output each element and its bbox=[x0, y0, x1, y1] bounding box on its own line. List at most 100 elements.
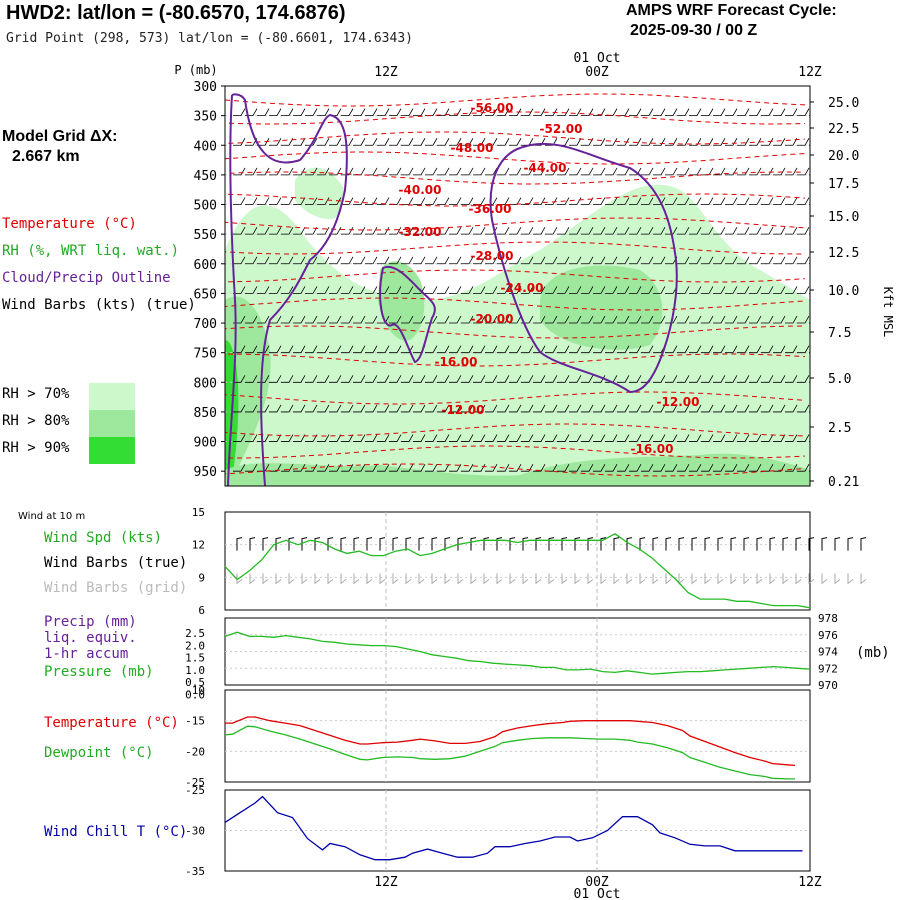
wind-barb bbox=[785, 404, 798, 413]
wind-barb bbox=[737, 315, 750, 324]
wind-barb bbox=[401, 315, 414, 324]
wind-barb bbox=[617, 138, 630, 146]
wind-barb bbox=[329, 256, 342, 265]
wind-barb bbox=[401, 463, 414, 472]
wind-barb bbox=[797, 108, 810, 117]
wind-barb bbox=[797, 404, 810, 413]
wind-barb bbox=[749, 138, 762, 146]
wind-barb-grid bbox=[756, 573, 763, 585]
wind-barb bbox=[437, 286, 450, 294]
temperature-contour-label: -28.00 bbox=[471, 249, 514, 263]
wind-barb bbox=[353, 86, 362, 87]
wind-barb bbox=[749, 167, 762, 176]
wind-barb bbox=[473, 315, 486, 324]
wind-barb bbox=[761, 256, 774, 265]
wind-barb bbox=[425, 167, 438, 176]
wind-barb bbox=[353, 315, 366, 324]
wind-barb bbox=[749, 404, 762, 413]
wind-barb bbox=[749, 108, 762, 117]
wind-barb-true bbox=[847, 537, 854, 551]
rh80-region-surface bbox=[225, 453, 810, 486]
wind-barb-true bbox=[405, 537, 412, 551]
rh70-region-upper bbox=[295, 167, 345, 220]
precip-tick-label: 1.5 bbox=[185, 652, 205, 665]
wind-barb bbox=[473, 86, 482, 87]
wind-barb bbox=[449, 463, 462, 472]
wind-barb bbox=[641, 345, 654, 354]
wind-barb bbox=[245, 86, 254, 87]
wind-barb bbox=[473, 226, 486, 235]
wind-barb bbox=[473, 167, 486, 176]
temperature-contour-label: -48.00 bbox=[451, 141, 494, 155]
wind-barb bbox=[689, 375, 702, 383]
temperature-contour-label: -40.00 bbox=[399, 183, 442, 197]
pressure-tick-label-right: 978 bbox=[818, 612, 838, 625]
wind-barb bbox=[341, 434, 354, 442]
wind-barb bbox=[293, 256, 306, 265]
wind-barb bbox=[497, 167, 510, 176]
wind-barb bbox=[281, 226, 294, 235]
wind-barb bbox=[509, 404, 522, 413]
wind-barb bbox=[629, 256, 642, 265]
wind-barb-grid bbox=[548, 573, 555, 585]
wind-barb-true bbox=[678, 537, 685, 551]
wind-barb bbox=[281, 315, 294, 324]
wind-barb bbox=[461, 108, 474, 117]
wind-barb bbox=[425, 345, 438, 354]
wind-barb bbox=[569, 345, 582, 354]
wind-barb bbox=[437, 226, 450, 235]
wind-barb bbox=[233, 256, 246, 265]
wind-barb bbox=[353, 463, 366, 472]
wind-barb bbox=[461, 256, 474, 265]
wind-barb bbox=[809, 470, 810, 472]
wind-barb bbox=[581, 463, 594, 472]
wind-barb bbox=[533, 197, 546, 205]
wind-barb bbox=[665, 226, 678, 235]
wind-barb bbox=[293, 315, 306, 324]
wind-barb-true bbox=[730, 537, 737, 551]
wind-tick-label: 15 bbox=[192, 506, 205, 519]
wind-tick-label: 6 bbox=[198, 604, 205, 617]
wind-barb bbox=[449, 256, 462, 265]
pressure-tick-label-right: 970 bbox=[818, 679, 838, 692]
wind-barb bbox=[593, 315, 606, 324]
wind-barb bbox=[593, 86, 602, 87]
wind-barb bbox=[641, 256, 654, 265]
wind-barb bbox=[413, 197, 426, 205]
wind-barb bbox=[293, 197, 306, 205]
pressure-tick-label: 650 bbox=[194, 287, 217, 302]
wind-barb-grid bbox=[522, 573, 529, 585]
wind-barb bbox=[773, 345, 786, 354]
wind-barb-true bbox=[834, 537, 841, 551]
wind-barb bbox=[773, 167, 786, 176]
wind-barb bbox=[761, 197, 774, 205]
wind-barb bbox=[233, 463, 246, 472]
wind-barb bbox=[485, 463, 498, 472]
wind-barb bbox=[557, 286, 570, 294]
wind-barb bbox=[677, 138, 690, 146]
wind-barb bbox=[605, 108, 618, 117]
wind-barb-grid bbox=[561, 573, 568, 585]
wind-barb bbox=[737, 197, 750, 205]
wind-barb bbox=[257, 108, 270, 117]
wind-barb bbox=[425, 86, 434, 87]
wind-barb bbox=[509, 463, 522, 472]
wind-barb bbox=[677, 256, 690, 265]
wind-barb bbox=[245, 315, 258, 324]
wind-barb bbox=[461, 434, 474, 442]
wind-barb bbox=[593, 345, 606, 354]
wind-barb-true bbox=[795, 537, 802, 551]
wind-barb bbox=[341, 345, 354, 354]
wind-barb bbox=[629, 286, 642, 294]
wind-barb bbox=[497, 86, 506, 87]
windchill-series-label: Wind Chill T (°C) bbox=[44, 824, 187, 840]
wind-barb-grid bbox=[574, 573, 581, 585]
wind-barb bbox=[413, 138, 426, 146]
wind-barb bbox=[557, 86, 566, 87]
wind-barb bbox=[425, 315, 438, 324]
wind-barb bbox=[785, 345, 798, 354]
wind-barb bbox=[677, 345, 690, 354]
wind-barb bbox=[749, 226, 762, 235]
wind-barb bbox=[797, 256, 810, 265]
